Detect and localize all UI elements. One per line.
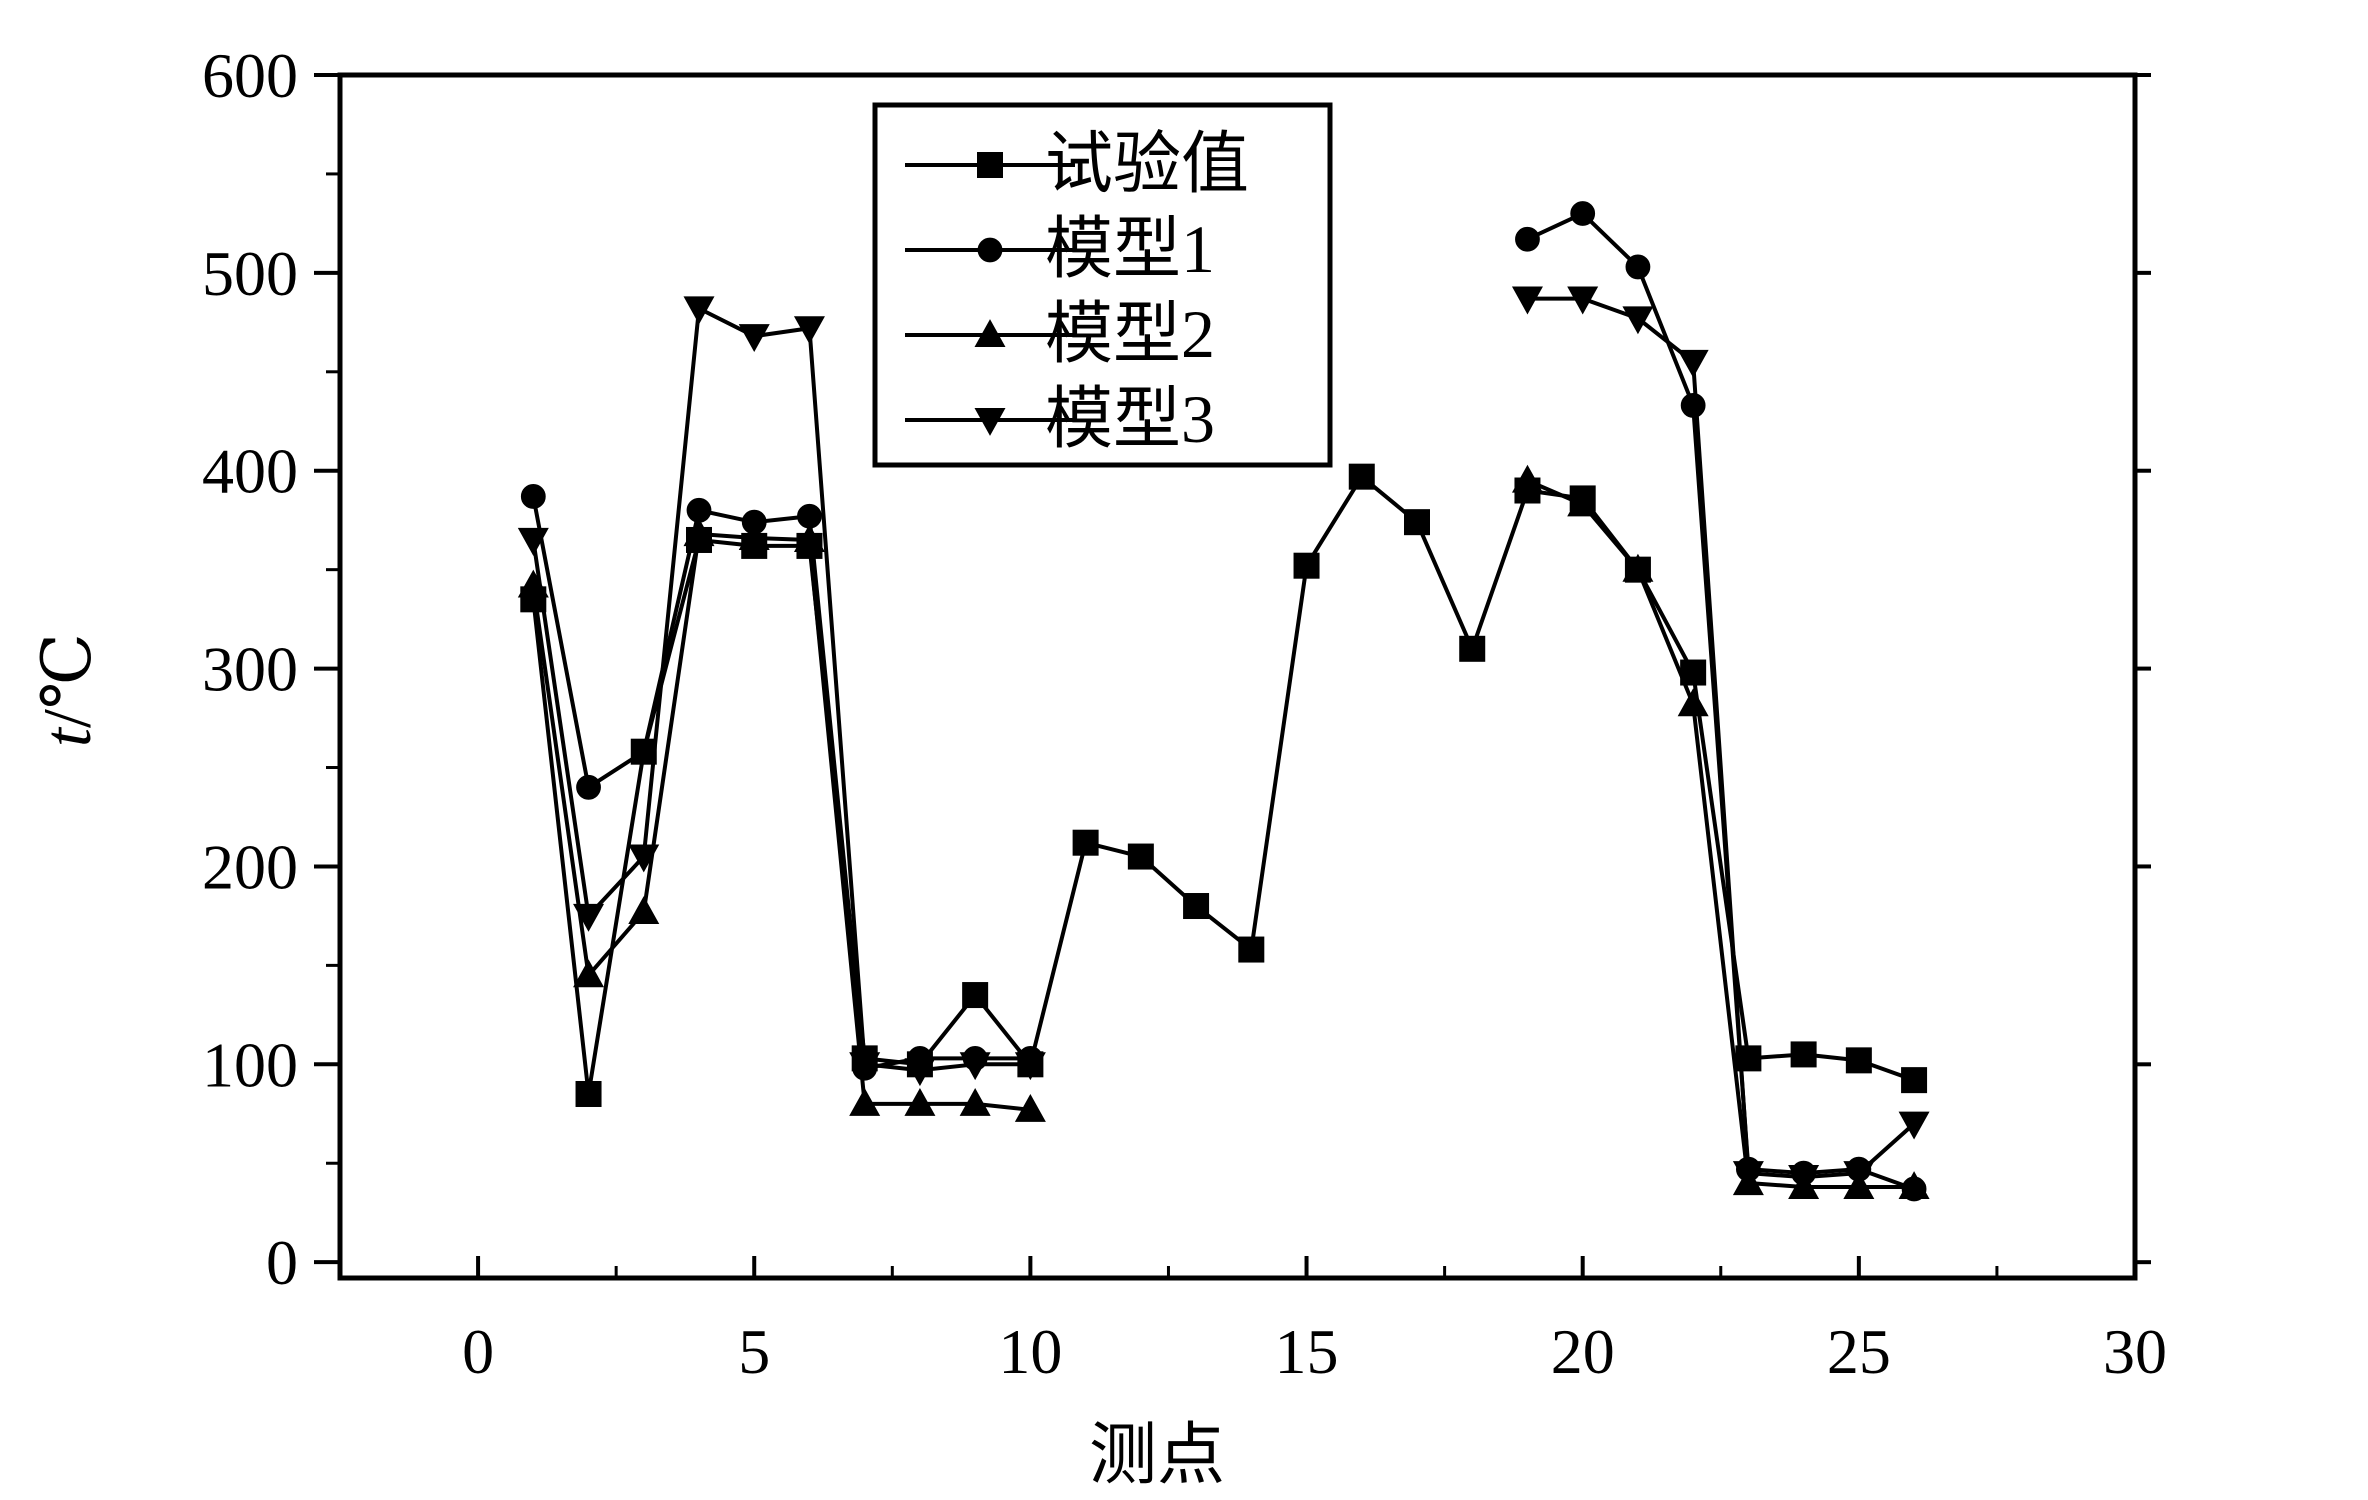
data-point xyxy=(1238,936,1265,963)
data-point xyxy=(1567,488,1599,517)
data-point xyxy=(1845,1047,1872,1074)
data-point xyxy=(904,1088,936,1116)
data-point xyxy=(1622,306,1654,335)
data-point xyxy=(1511,286,1543,315)
x-tick-label: 10 xyxy=(998,1316,1062,1387)
data-point xyxy=(1843,1161,1875,1189)
series-4 xyxy=(517,286,1930,1193)
legend-marker xyxy=(977,152,1003,178)
data-point xyxy=(738,522,770,551)
series-line xyxy=(531,496,1031,1071)
data-point xyxy=(1459,635,1486,662)
data-point xyxy=(1790,1041,1817,1068)
x-tick-label: 5 xyxy=(738,1316,770,1387)
x-tick-label: 20 xyxy=(1551,1316,1615,1387)
y-axis: 0 100 200 300 400 500 600 xyxy=(202,40,2151,1298)
data-point xyxy=(1898,1171,1930,1200)
data-point xyxy=(1127,843,1154,870)
data-point xyxy=(793,524,825,553)
data-point xyxy=(1511,464,1543,493)
data-point xyxy=(1348,463,1375,490)
legend-label: 模型3 xyxy=(1045,381,1215,457)
y-tick-label: 400 xyxy=(202,436,298,507)
legend-label: 模型1 xyxy=(1045,211,1215,287)
data-point xyxy=(849,1088,881,1116)
data-point xyxy=(904,1058,936,1087)
data-point xyxy=(1570,201,1596,226)
data-point xyxy=(628,844,660,873)
y-axis-title-symbol: t xyxy=(29,726,105,747)
data-point xyxy=(1014,1093,1046,1122)
x-tick-label: 15 xyxy=(1275,1316,1339,1387)
data-point xyxy=(849,1052,881,1081)
y-tick-label: 600 xyxy=(202,40,298,111)
y-tick-label: 200 xyxy=(202,831,298,902)
data-point xyxy=(793,316,825,345)
data-point xyxy=(959,1052,991,1081)
series-3 xyxy=(517,464,1930,1200)
legend-label: 模型2 xyxy=(1045,296,1215,372)
data-point xyxy=(575,1080,602,1107)
data-point xyxy=(517,527,549,556)
data-point xyxy=(1014,1052,1046,1081)
data-point xyxy=(1622,553,1654,582)
legend-marker xyxy=(974,319,1006,348)
data-point xyxy=(576,774,601,800)
y-tick-label: 300 xyxy=(202,634,298,705)
y-axis-title: t/℃ xyxy=(29,633,105,747)
data-point xyxy=(1901,1067,1928,1094)
data-point xyxy=(1680,393,1706,418)
x-axis: 0 5 10 15 20 25 30 xyxy=(462,1256,2167,1387)
data-point xyxy=(1515,226,1540,252)
legend-label: 试验值 xyxy=(1045,126,1249,202)
data-point xyxy=(573,903,605,932)
y-tick-label: 0 xyxy=(266,1227,298,1298)
series-1 xyxy=(520,463,1928,1107)
y-tick-label: 100 xyxy=(202,1029,298,1100)
plot-area xyxy=(517,201,1930,1202)
data-point xyxy=(1677,688,1709,717)
series-line xyxy=(1526,478,1915,1189)
x-tick-label: 30 xyxy=(2103,1316,2167,1387)
data-point xyxy=(520,484,546,509)
data-point xyxy=(683,518,715,547)
x-tick-label: 0 xyxy=(462,1316,494,1387)
series-line xyxy=(531,532,1031,1112)
x-axis-title: 测点 xyxy=(1089,1417,1225,1493)
data-point xyxy=(959,1088,991,1116)
x-tick-label: 25 xyxy=(1827,1316,1891,1387)
data-point xyxy=(1293,552,1320,579)
data-point xyxy=(573,959,605,988)
legend-marker xyxy=(977,237,1003,263)
data-point xyxy=(683,296,715,325)
series-line xyxy=(1526,211,1915,1191)
data-point xyxy=(1732,1161,1764,1189)
data-point xyxy=(962,982,989,1009)
y-axis-title-unit: /℃ xyxy=(29,633,105,728)
data-point xyxy=(1183,893,1210,920)
data-point xyxy=(1898,1111,1930,1140)
data-point xyxy=(1788,1165,1820,1193)
data-point xyxy=(1404,509,1430,536)
plot-frame xyxy=(337,72,2138,1281)
series-line xyxy=(531,306,1031,1073)
legend-marker xyxy=(974,407,1006,436)
data-point xyxy=(738,324,770,353)
data-point xyxy=(1567,286,1599,315)
data-point xyxy=(1072,829,1099,856)
data-point xyxy=(628,896,660,924)
data-point xyxy=(1677,349,1709,378)
series-line xyxy=(1527,296,1916,1180)
data-point xyxy=(1625,254,1651,280)
y-tick-label: 500 xyxy=(202,238,298,309)
